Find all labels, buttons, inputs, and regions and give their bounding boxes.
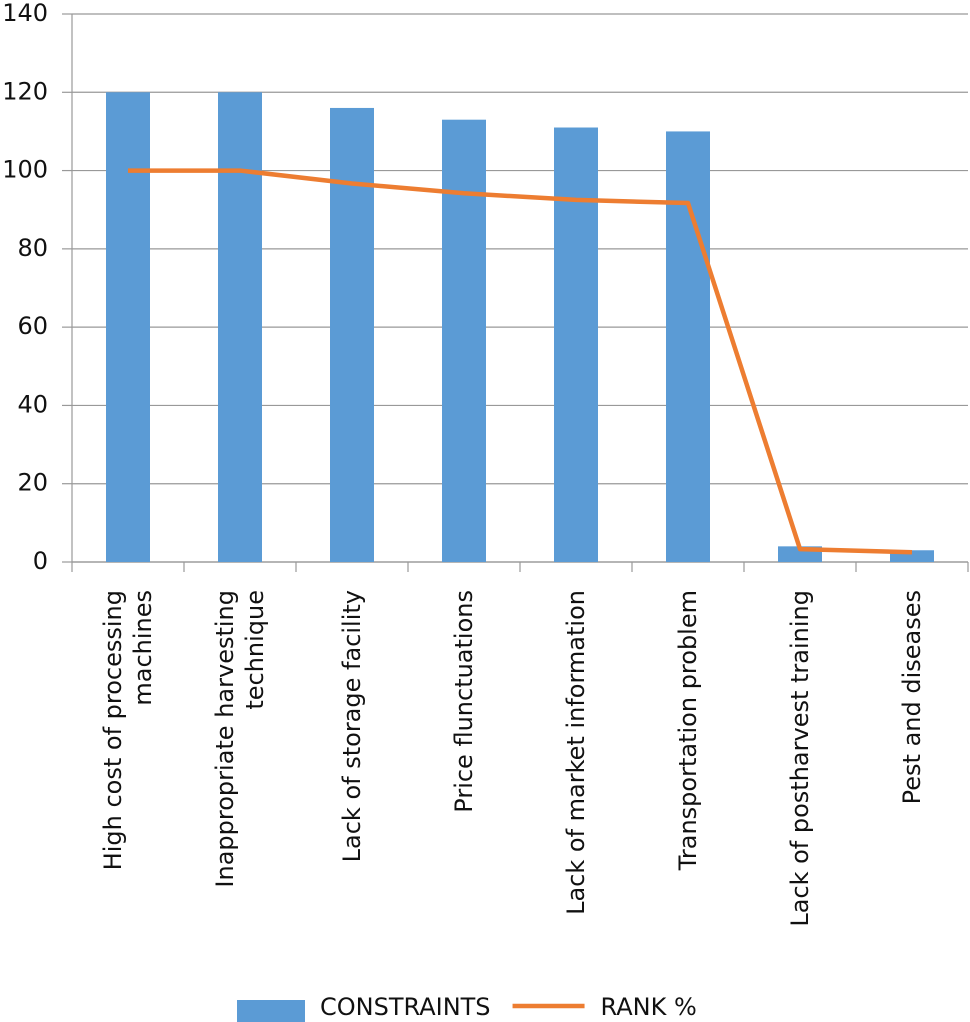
x-tick-label: Lack of postharvest training	[786, 590, 814, 927]
x-tick-label: Price flunctuations	[450, 590, 478, 813]
bar	[890, 550, 934, 562]
x-tick-label: Lack of market information	[562, 590, 590, 915]
x-tick-label: Lack of storage facility	[338, 590, 366, 863]
bar	[442, 119, 486, 562]
legend-swatch	[237, 1000, 305, 1022]
x-tick-label: High cost of processing machines	[99, 590, 157, 871]
bar	[218, 92, 262, 563]
legend-label: RANK %	[601, 993, 697, 1021]
bar	[666, 131, 710, 562]
y-tick-label: 60	[17, 312, 48, 340]
y-tick-label: 40	[17, 390, 48, 418]
y-tick-label: 20	[17, 469, 48, 497]
bar	[554, 127, 598, 562]
line	[128, 168, 913, 555]
x-tick-label: Transportation problem	[674, 590, 702, 871]
y-tick-label: 140	[2, 0, 48, 27]
y-tick-label: 80	[17, 234, 48, 262]
legend-label: CONSTRAINTS	[320, 993, 491, 1021]
y-tick-label: 120	[2, 77, 48, 105]
y-tick-label: 0	[33, 547, 48, 575]
bar	[330, 107, 374, 562]
y-tick-label: 100	[2, 156, 48, 184]
bar	[106, 92, 150, 563]
x-tick-label: Pest and diseases	[898, 590, 926, 805]
x-tick-label: Inappropriate harvesting technique	[211, 590, 269, 888]
